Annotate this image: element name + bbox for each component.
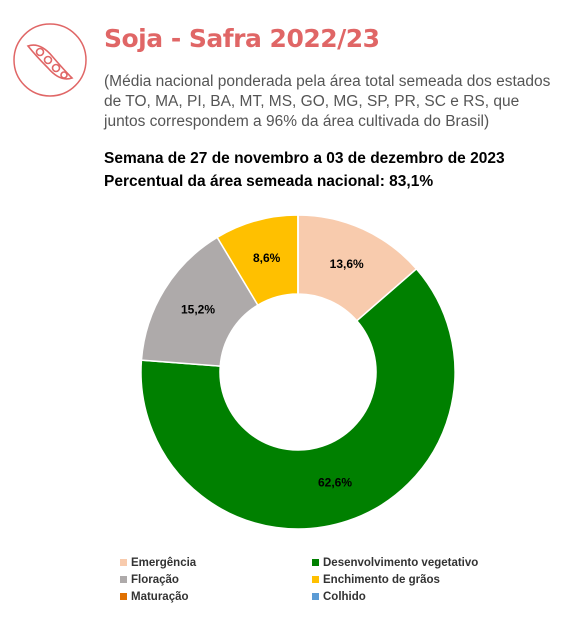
legend-swatch [120, 593, 127, 600]
legend-swatch [120, 559, 127, 566]
soy-icon [13, 23, 87, 97]
value-label: 8,6% [253, 251, 281, 265]
subtitle: (Média nacional ponderada pela área tota… [104, 73, 551, 130]
legend-swatch [120, 576, 127, 583]
legend-label: Emergência [131, 557, 197, 569]
legend-label: Enchimento de grãos [323, 574, 440, 586]
donut-slice [297, 214, 418, 322]
donut-slice [216, 214, 299, 307]
legend-label: Colhido [323, 591, 366, 603]
legend-label: Desenvolvimento vegetativo [323, 557, 478, 569]
legend-label: Maturação [131, 591, 189, 603]
value-label: 62,6% [318, 476, 352, 490]
value-label: 13,6% [330, 257, 364, 271]
value-label: 15,2% [181, 302, 215, 316]
legend-label: Floração [131, 574, 179, 586]
donut-slice [140, 236, 259, 367]
title: Soja - Safra 2022/23 [104, 24, 380, 53]
legend-swatch [312, 576, 319, 583]
legend-swatch [312, 593, 319, 600]
week: Semana de 27 de novembro a 03 de dezembr… [104, 150, 505, 167]
legend-swatch [312, 559, 319, 566]
percent-sown: Percentual da área semeada nacional: 83,… [104, 173, 434, 190]
donut-slice [140, 267, 456, 530]
